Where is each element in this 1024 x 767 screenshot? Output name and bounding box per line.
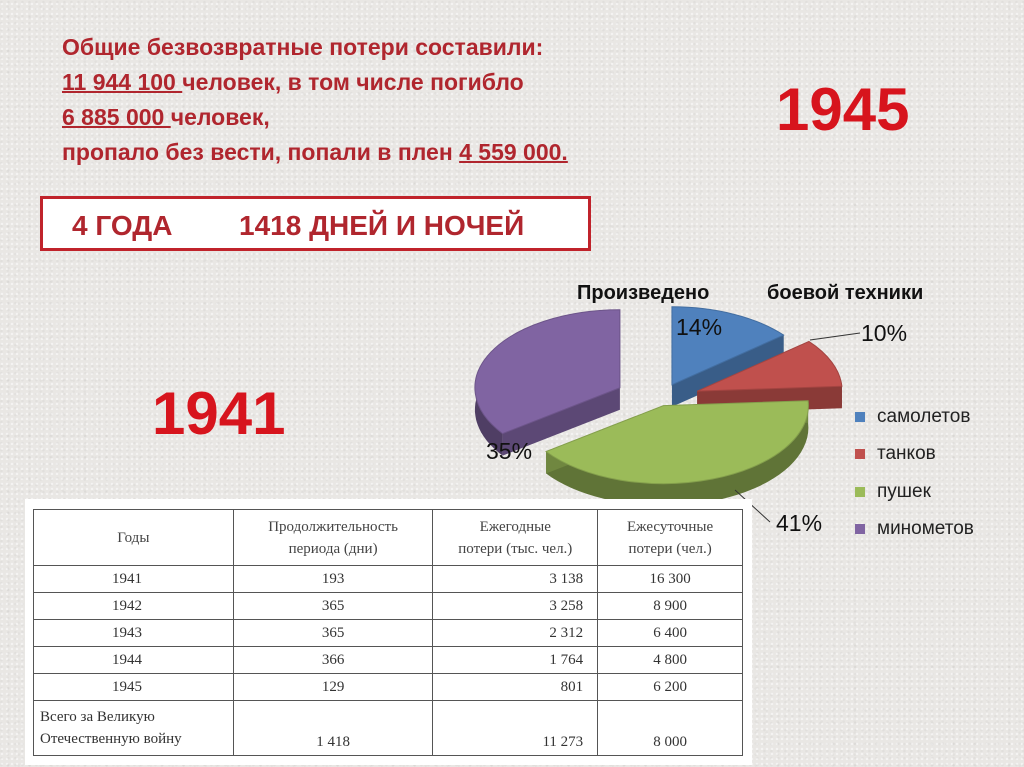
cell-daily: 4 800 — [597, 646, 743, 674]
cell-daily: 6 200 — [597, 673, 743, 701]
header-line: Ежесуточные — [627, 518, 714, 535]
cell-daily: 8 900 — [597, 592, 743, 620]
cell-year: 1943 — [33, 619, 234, 647]
legend-label: самолетов — [877, 405, 971, 427]
table-row: 1944 366 1 764 4 800 — [33, 646, 743, 674]
cell-total-annual: 11 273 — [432, 700, 599, 756]
cell-days: 365 — [232, 619, 434, 647]
cell-annual: 3 138 — [432, 565, 599, 593]
cell-annual: 801 — [432, 673, 599, 701]
pie-slice-mortars-face-0 — [502, 387, 620, 456]
legend-label: минометов — [877, 518, 974, 540]
table-row: 1941 193 3 138 16 300 — [33, 565, 743, 593]
header-line: Ежегодные — [479, 518, 551, 535]
chart-title-part-2: боевой техники — [767, 282, 924, 304]
cell-annual: 3 258 — [432, 592, 599, 620]
cell-daily: 16 300 — [597, 565, 743, 593]
headline-line-4: пропало без вести, попали в плен 4 559 0… — [62, 135, 568, 170]
header-annual-losses: Ежегодные потери (тыс. чел.) — [432, 509, 599, 566]
legend-swatch — [855, 486, 865, 497]
cell-days: 129 — [232, 673, 434, 701]
leader-line-0 — [809, 332, 861, 341]
headline-line-1: Общие безвозвратные потери составили: — [62, 34, 544, 60]
legend-item-guns: пушек — [855, 473, 974, 511]
header-line: Продолжительность — [268, 518, 398, 535]
header-daily-losses: Ежесуточные потери (чел.) — [597, 509, 743, 566]
cell-days: 365 — [232, 592, 434, 620]
table-header-row: Годы Продолжительность периода (дни) Ежег… — [33, 509, 743, 566]
year-start-label: 1941 — [152, 380, 286, 447]
total-label-line: Всего за Великую — [40, 709, 155, 725]
pie-slice-guns-side — [546, 400, 809, 506]
pie-slice-mortars-top — [474, 309, 621, 435]
headline-line-2-text: человек, в том числе погибло — [182, 69, 524, 95]
pie-slice-guns-top — [545, 400, 809, 485]
legend-swatch — [855, 524, 865, 535]
pie-slice-guns — [545, 400, 809, 506]
legend-item-planes: самолетов — [855, 398, 974, 436]
header-line: Годы — [117, 529, 150, 546]
cell-days: 193 — [232, 565, 434, 593]
cell-year: 1945 — [33, 673, 234, 701]
header-duration: Продолжительность периода (дни) — [232, 509, 434, 566]
total-label-line: Отечественную войну — [40, 731, 182, 747]
cell-year: 1941 — [33, 565, 234, 593]
table-row: 1943 365 2 312 6 400 — [33, 619, 743, 647]
pie-slice-mortars — [474, 309, 621, 456]
slice-label-guns: 41% — [776, 510, 823, 536]
period-years: 4 ГОДА — [72, 210, 173, 241]
year-end-label: 1945 — [776, 76, 910, 143]
missing-captured-value: 4 559 000. — [459, 139, 568, 165]
pie-slice-planes-face-1 — [671, 335, 784, 407]
period-days: 1418 ДНЕЙ И НОЧЕЙ — [239, 210, 525, 241]
legend-item-mortars: минометов — [855, 511, 974, 549]
cell-total-daily: 8 000 — [597, 700, 743, 756]
headline-line-4-text: пропало без вести, попали в плен — [62, 139, 460, 165]
cell-total-days: 1 418 — [232, 700, 434, 756]
leader-line-1 — [734, 489, 771, 523]
cell-days: 366 — [232, 646, 434, 674]
table-row: 1942 365 3 258 8 900 — [33, 592, 743, 620]
pie-slice-planes — [671, 306, 785, 407]
table-total-row: Всего за Великую Отечественную войну 1 41… — [33, 700, 743, 756]
legend-swatch — [855, 411, 865, 422]
header-line: потери (тыс. чел.) — [458, 540, 573, 557]
legend-label: танков — [877, 443, 936, 465]
pie-slice-tanks-top — [696, 340, 843, 392]
header-years: Годы — [33, 509, 234, 566]
legend-swatch — [855, 449, 865, 460]
cell-year: 1942 — [33, 592, 234, 620]
total-losses-value: 11 944 100 — [62, 69, 183, 95]
cell-annual: 2 312 — [432, 619, 599, 647]
table-row: 1945 129 801 6 200 — [33, 673, 743, 701]
slice-label-tanks: 10% — [861, 320, 908, 346]
pie-slice-planes-top — [671, 306, 785, 386]
legend-label: пушек — [877, 480, 931, 502]
headline: Общие безвозвратные потери составили: 11… — [62, 30, 568, 170]
headline-line-3: 6 885 000 человек, — [62, 100, 568, 135]
losses-table: Годы Продолжительность периода (дни) Ежег… — [33, 509, 743, 756]
chart-legend: самолетов танков пушек минометов — [855, 398, 974, 548]
losses-table-panel: Годы Продолжительность периода (дни) Ежег… — [25, 499, 752, 765]
slice-label-mortars: 35% — [486, 438, 533, 464]
cell-total-label: Всего за Великую Отечественную войну — [33, 700, 234, 756]
headline-line-3-text: человек, — [170, 104, 270, 130]
header-line: периода (дни) — [288, 540, 378, 557]
headline-line-2: 11 944 100 человек, в том числе погибло — [62, 65, 568, 100]
slice-label-planes: 14% — [676, 314, 723, 340]
cell-daily: 6 400 — [597, 619, 743, 647]
chart-title-part-1: Произведено — [577, 282, 710, 304]
cell-year: 1944 — [33, 646, 234, 674]
period-box: 4 ГОДА 1418 ДНЕЙ И НОЧЕЙ — [40, 196, 591, 251]
header-line: потери (чел.) — [628, 540, 712, 557]
cell-annual: 1 764 — [432, 646, 599, 674]
killed-value: 6 885 000 — [62, 104, 171, 130]
legend-item-tanks: танков — [855, 436, 974, 474]
